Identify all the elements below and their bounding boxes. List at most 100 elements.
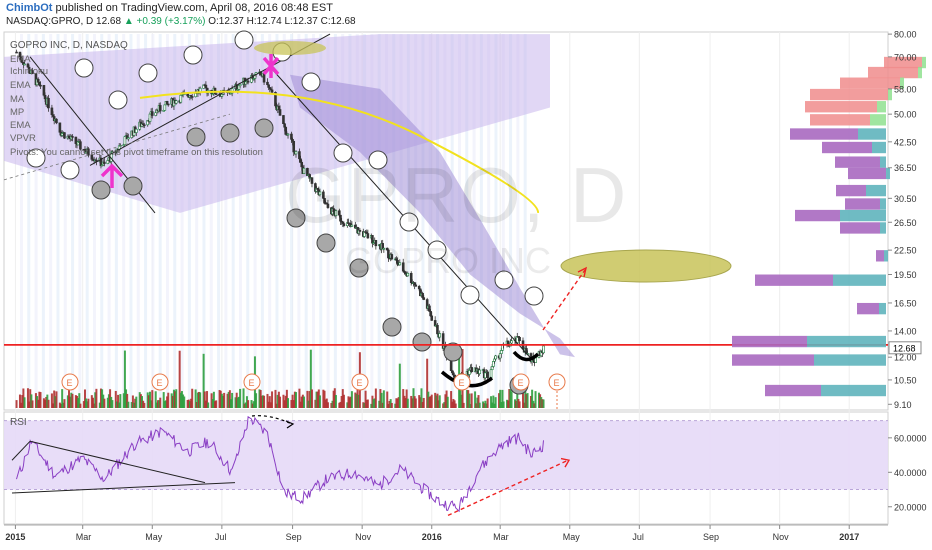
- volume-bar: [331, 400, 334, 408]
- quote-change: +0.39 (+3.17%): [136, 16, 206, 27]
- volume-bar: [437, 400, 440, 408]
- volume-bar: [500, 402, 503, 408]
- publish-header: ChimbOt published on TradingView.com, Ap…: [6, 2, 333, 14]
- volume-bar: [239, 388, 242, 408]
- time-axis-label: 2016: [422, 532, 442, 542]
- volume-bar: [268, 396, 271, 408]
- target-ellipse: [560, 249, 732, 283]
- pivot-circle: [108, 90, 128, 110]
- volume-bar: [46, 394, 49, 408]
- pivot-stripe: [260, 34, 264, 408]
- candle-body: [42, 85, 46, 96]
- pivot-circle-filled: [382, 317, 402, 337]
- pivot-stripe: [107, 34, 111, 408]
- indicator-legend-item[interactable]: EMA: [10, 54, 31, 65]
- candle-body: [23, 63, 26, 66]
- candle-body: [310, 177, 314, 184]
- volume-bar: [521, 389, 524, 408]
- indicator-legend-item[interactable]: Ichimoku: [10, 66, 49, 77]
- volume-bar: [283, 400, 286, 408]
- pivot-stripe: [122, 34, 126, 408]
- indicator-legend-item[interactable]: MP: [10, 107, 25, 118]
- volume-bar: [509, 389, 512, 408]
- time-axis-label: May: [563, 532, 581, 542]
- pivot-stripe: [173, 34, 177, 408]
- indicator-legend-item[interactable]: EMA: [10, 120, 31, 131]
- time-axis-label: Nov: [773, 532, 790, 542]
- candle-body: [71, 136, 74, 138]
- pivot-circle-filled: [316, 233, 336, 253]
- pivot-stripe: [180, 34, 184, 408]
- volume-bar: [53, 390, 56, 408]
- volume-bar: [69, 396, 72, 408]
- indicator-legend-item[interactable]: EMA: [10, 80, 31, 91]
- volume-profile-bar: [821, 384, 886, 397]
- volume-bar: [420, 388, 423, 408]
- indicator-legend-item[interactable]: MA: [10, 94, 25, 105]
- volume-bar: [275, 403, 278, 408]
- candle-body: [470, 367, 473, 373]
- pivot-stripe: [363, 34, 367, 408]
- candle-body: [382, 247, 386, 250]
- volume-bar: [170, 393, 173, 408]
- volume-bar: [94, 392, 97, 408]
- pivot-stripe: [224, 34, 228, 408]
- volume-bar: [402, 389, 405, 408]
- pivot-stripe: [282, 34, 286, 408]
- author-link[interactable]: ChimbOt: [6, 2, 53, 14]
- pivot-circle-filled: [349, 258, 369, 278]
- pivot-circle-filled: [443, 342, 463, 362]
- volume-profile-bar: [833, 274, 886, 286]
- volume-bar: [207, 402, 210, 408]
- pivot-circle-filled: [220, 123, 240, 143]
- indicator-legend-item[interactable]: VPVR: [10, 133, 36, 144]
- rsi-axis-label: 40.0000: [894, 468, 927, 478]
- volume-bar: [446, 396, 449, 408]
- volume-bar: [106, 397, 109, 408]
- volume-bar: [172, 389, 175, 408]
- pivot-stripe: [56, 34, 60, 408]
- candle-body: [238, 84, 242, 87]
- volume-bar: [54, 396, 57, 408]
- candle-body: [31, 70, 34, 74]
- pivot-circle: [74, 58, 94, 78]
- volume-bar: [139, 394, 142, 408]
- top-ellipse: [254, 41, 326, 55]
- quote-last: 12.68: [96, 16, 122, 27]
- pivot-stripe: [319, 34, 323, 408]
- volume-profile-bar: [884, 250, 888, 262]
- volume-bar: [397, 397, 400, 408]
- candle-body: [142, 124, 146, 127]
- candle-body: [406, 272, 410, 277]
- candle-body: [542, 345, 545, 354]
- pivot-stripe: [355, 34, 359, 408]
- pivot-stripe: [326, 34, 330, 408]
- pivot-circle: [368, 150, 388, 170]
- time-axis-label: Jul: [215, 532, 227, 542]
- volume-profile-bar: [790, 128, 858, 140]
- volume-bar: [211, 399, 214, 408]
- volume-bar: [483, 403, 486, 408]
- volume-bar: [30, 394, 33, 408]
- volume-bar: [259, 390, 262, 408]
- pivot-stripe: [78, 34, 82, 408]
- price-axis-label: 9.10: [894, 400, 912, 410]
- volume-bar: [323, 390, 326, 408]
- pivot-circle-filled: [91, 180, 111, 200]
- volume-bar: [202, 353, 205, 408]
- volume-profile-bar: [884, 56, 922, 69]
- quote-line: NASDAQ:GPRO, D 12.68 ▲ +0.39 (+3.17%) O:…: [6, 16, 356, 27]
- volume-bar: [350, 391, 353, 408]
- candle-body: [518, 336, 521, 342]
- time-axis-label: 2017: [839, 532, 859, 542]
- candle-body: [318, 191, 322, 196]
- volume-bar: [203, 391, 206, 408]
- volume-bar: [365, 399, 368, 408]
- volume-bar: [484, 400, 487, 408]
- pivot-stripe: [238, 34, 242, 408]
- volume-bar: [198, 391, 201, 408]
- price-axis-label: 26.50: [894, 218, 917, 228]
- quote-change-arrow-icon: ▲: [123, 16, 134, 27]
- time-axis-label: Sep: [703, 532, 719, 542]
